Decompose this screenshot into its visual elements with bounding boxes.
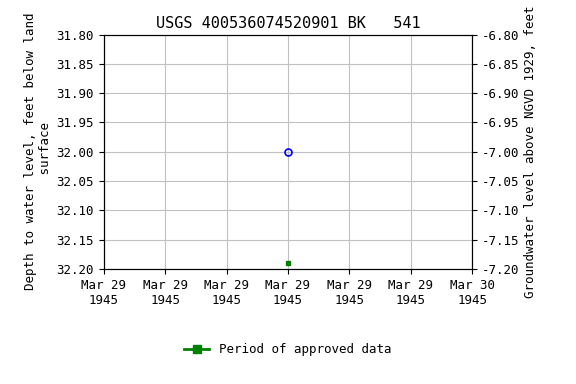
Legend: Period of approved data: Period of approved data [179, 338, 397, 361]
Y-axis label: Depth to water level, feet below land
 surface: Depth to water level, feet below land su… [24, 13, 52, 290]
Title: USGS 400536074520901 BK   541: USGS 400536074520901 BK 541 [156, 16, 420, 31]
Y-axis label: Groundwater level above NGVD 1929, feet: Groundwater level above NGVD 1929, feet [524, 5, 537, 298]
